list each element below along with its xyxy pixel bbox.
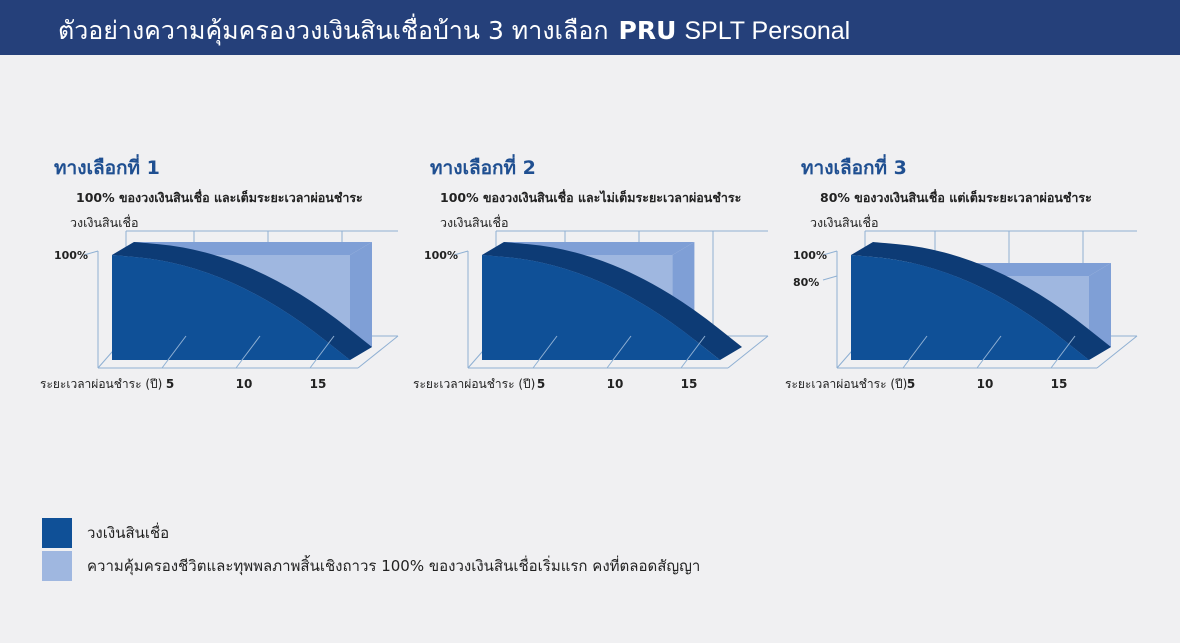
option-2-title: ทางเลือกที่ 2 xyxy=(430,157,536,179)
loan-curve-band xyxy=(482,242,742,360)
x-tick-mark xyxy=(976,335,1002,369)
y-tick-label: 100% xyxy=(793,249,827,262)
loan-curve-band xyxy=(851,242,1111,360)
y-tick-label: 100% xyxy=(54,249,88,262)
x-tick-label: 10 xyxy=(607,377,624,391)
option-2-subtitle: 100% ของวงเงินสินเชื่อ และไม่เต็มระยะเวล… xyxy=(440,190,742,205)
x-tick-label: 5 xyxy=(907,377,915,391)
floor-edge-right xyxy=(357,335,399,369)
x-tick-mark xyxy=(235,335,261,369)
y-tick-mark xyxy=(83,250,99,256)
chart-panel-3 xyxy=(822,230,1138,369)
y-tick-mark xyxy=(453,250,469,256)
header-bar: ตัวอย่างความคุ้มครองวงเงินสินเชื่อบ้าน 3… xyxy=(0,0,1180,55)
option-1-title: ทางเลือกที่ 1 xyxy=(54,157,160,179)
y-tick-mark xyxy=(822,275,838,281)
legend-swatch-loan xyxy=(42,518,72,548)
chart-panel-1 xyxy=(83,230,399,369)
x-axis-label: ระยะเวลาผ่อนชำระ (ปี) xyxy=(785,377,907,391)
loan-area xyxy=(482,255,720,360)
y-tick-mark xyxy=(822,250,838,256)
option-1-subtitle: 100% ของวงเงินสินเชื่อ และเต็มระยะเวลาผ่… xyxy=(76,190,363,205)
x-tick-mark xyxy=(309,335,335,369)
brand-name: PRU xyxy=(618,16,677,45)
x-tick-label: 5 xyxy=(537,377,545,391)
chart-panel-2 xyxy=(453,230,769,369)
x-tick-mark xyxy=(606,335,632,369)
legend-label-coverage: ความคุ้มครองชีวิตและทุพพลภาพสิ้นเชิงถาวร… xyxy=(87,557,701,575)
y-axis-label: วงเงินสินเชื่อ xyxy=(810,214,878,230)
option-3-subtitle: 80% ของวงเงินสินเชื่อ แต่เต็มระยะเวลาผ่อ… xyxy=(820,190,1092,205)
x-axis-label: ระยะเวลาผ่อนชำระ (ปี) xyxy=(413,377,535,391)
page-title-text: ตัวอย่างความคุ้มครองวงเงินสินเชื่อบ้าน 3… xyxy=(58,16,609,45)
legend-swatch-coverage xyxy=(42,551,72,581)
loan-area xyxy=(851,255,1089,360)
x-tick-mark xyxy=(161,335,187,369)
loan-curve-band xyxy=(112,242,372,360)
x-tick-mark xyxy=(1050,335,1076,369)
x-tick-label: 15 xyxy=(310,377,327,391)
loan-area xyxy=(112,255,350,360)
y-tick-label: 100% xyxy=(424,249,458,262)
x-axis-label: ระยะเวลาผ่อนชำระ (ปี) xyxy=(40,377,162,391)
floor-edge-right xyxy=(727,335,769,369)
x-tick-mark xyxy=(902,335,928,369)
floor-edge-right xyxy=(1096,335,1138,369)
product-name: SPLT Personal xyxy=(684,17,851,45)
option-3-title: ทางเลือกที่ 3 xyxy=(801,157,907,179)
y-axis-label: วงเงินสินเชื่อ xyxy=(440,214,508,230)
y-axis-label: วงเงินสินเชื่อ xyxy=(70,214,138,230)
x-tick-label: 15 xyxy=(681,377,698,391)
page-title: ตัวอย่างความคุ้มครองวงเงินสินเชื่อบ้าน 3… xyxy=(58,11,850,51)
x-tick-label: 10 xyxy=(977,377,994,391)
x-tick-mark xyxy=(532,335,558,369)
x-tick-label: 5 xyxy=(166,377,174,391)
y-tick-label: 80% xyxy=(793,276,819,289)
x-tick-label: 10 xyxy=(236,377,253,391)
x-tick-label: 15 xyxy=(1051,377,1068,391)
coverage-side-face xyxy=(350,242,372,360)
legend-label-loan: วงเงินสินเชื่อ xyxy=(87,524,170,542)
x-tick-mark xyxy=(680,335,706,369)
